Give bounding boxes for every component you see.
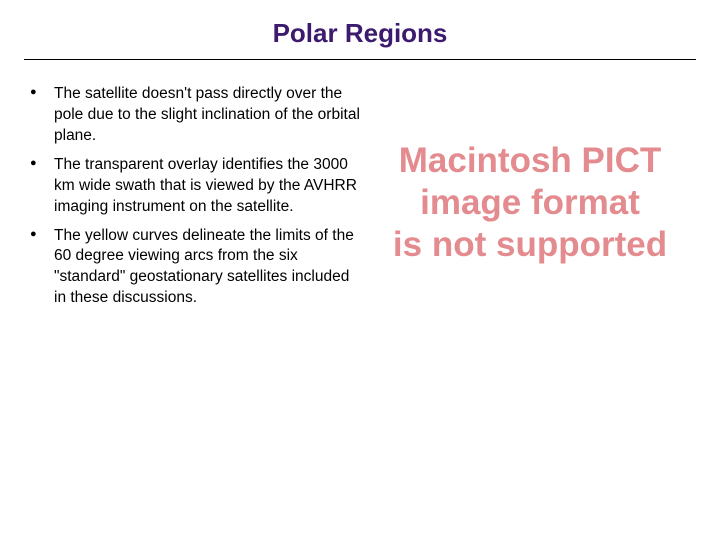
placeholder-line: is not supported [340, 224, 720, 266]
placeholder-line: Macintosh PICT [340, 140, 720, 182]
list-item: The transparent overlay identifies the 3… [30, 155, 360, 218]
bullet-list: The satellite doesn't pass directly over… [30, 84, 360, 309]
placeholder-line: image format [340, 182, 720, 224]
image-placeholder: Macintosh PICT image format is not suppo… [340, 140, 720, 266]
bullet-content: The satellite doesn't pass directly over… [30, 84, 360, 317]
page-title: Polar Regions [0, 0, 720, 59]
title-divider [24, 59, 696, 60]
list-item: The satellite doesn't pass directly over… [30, 84, 360, 147]
list-item: The yellow curves delineate the limits o… [30, 226, 360, 310]
slide: Polar Regions The satellite doesn't pass… [0, 0, 720, 540]
